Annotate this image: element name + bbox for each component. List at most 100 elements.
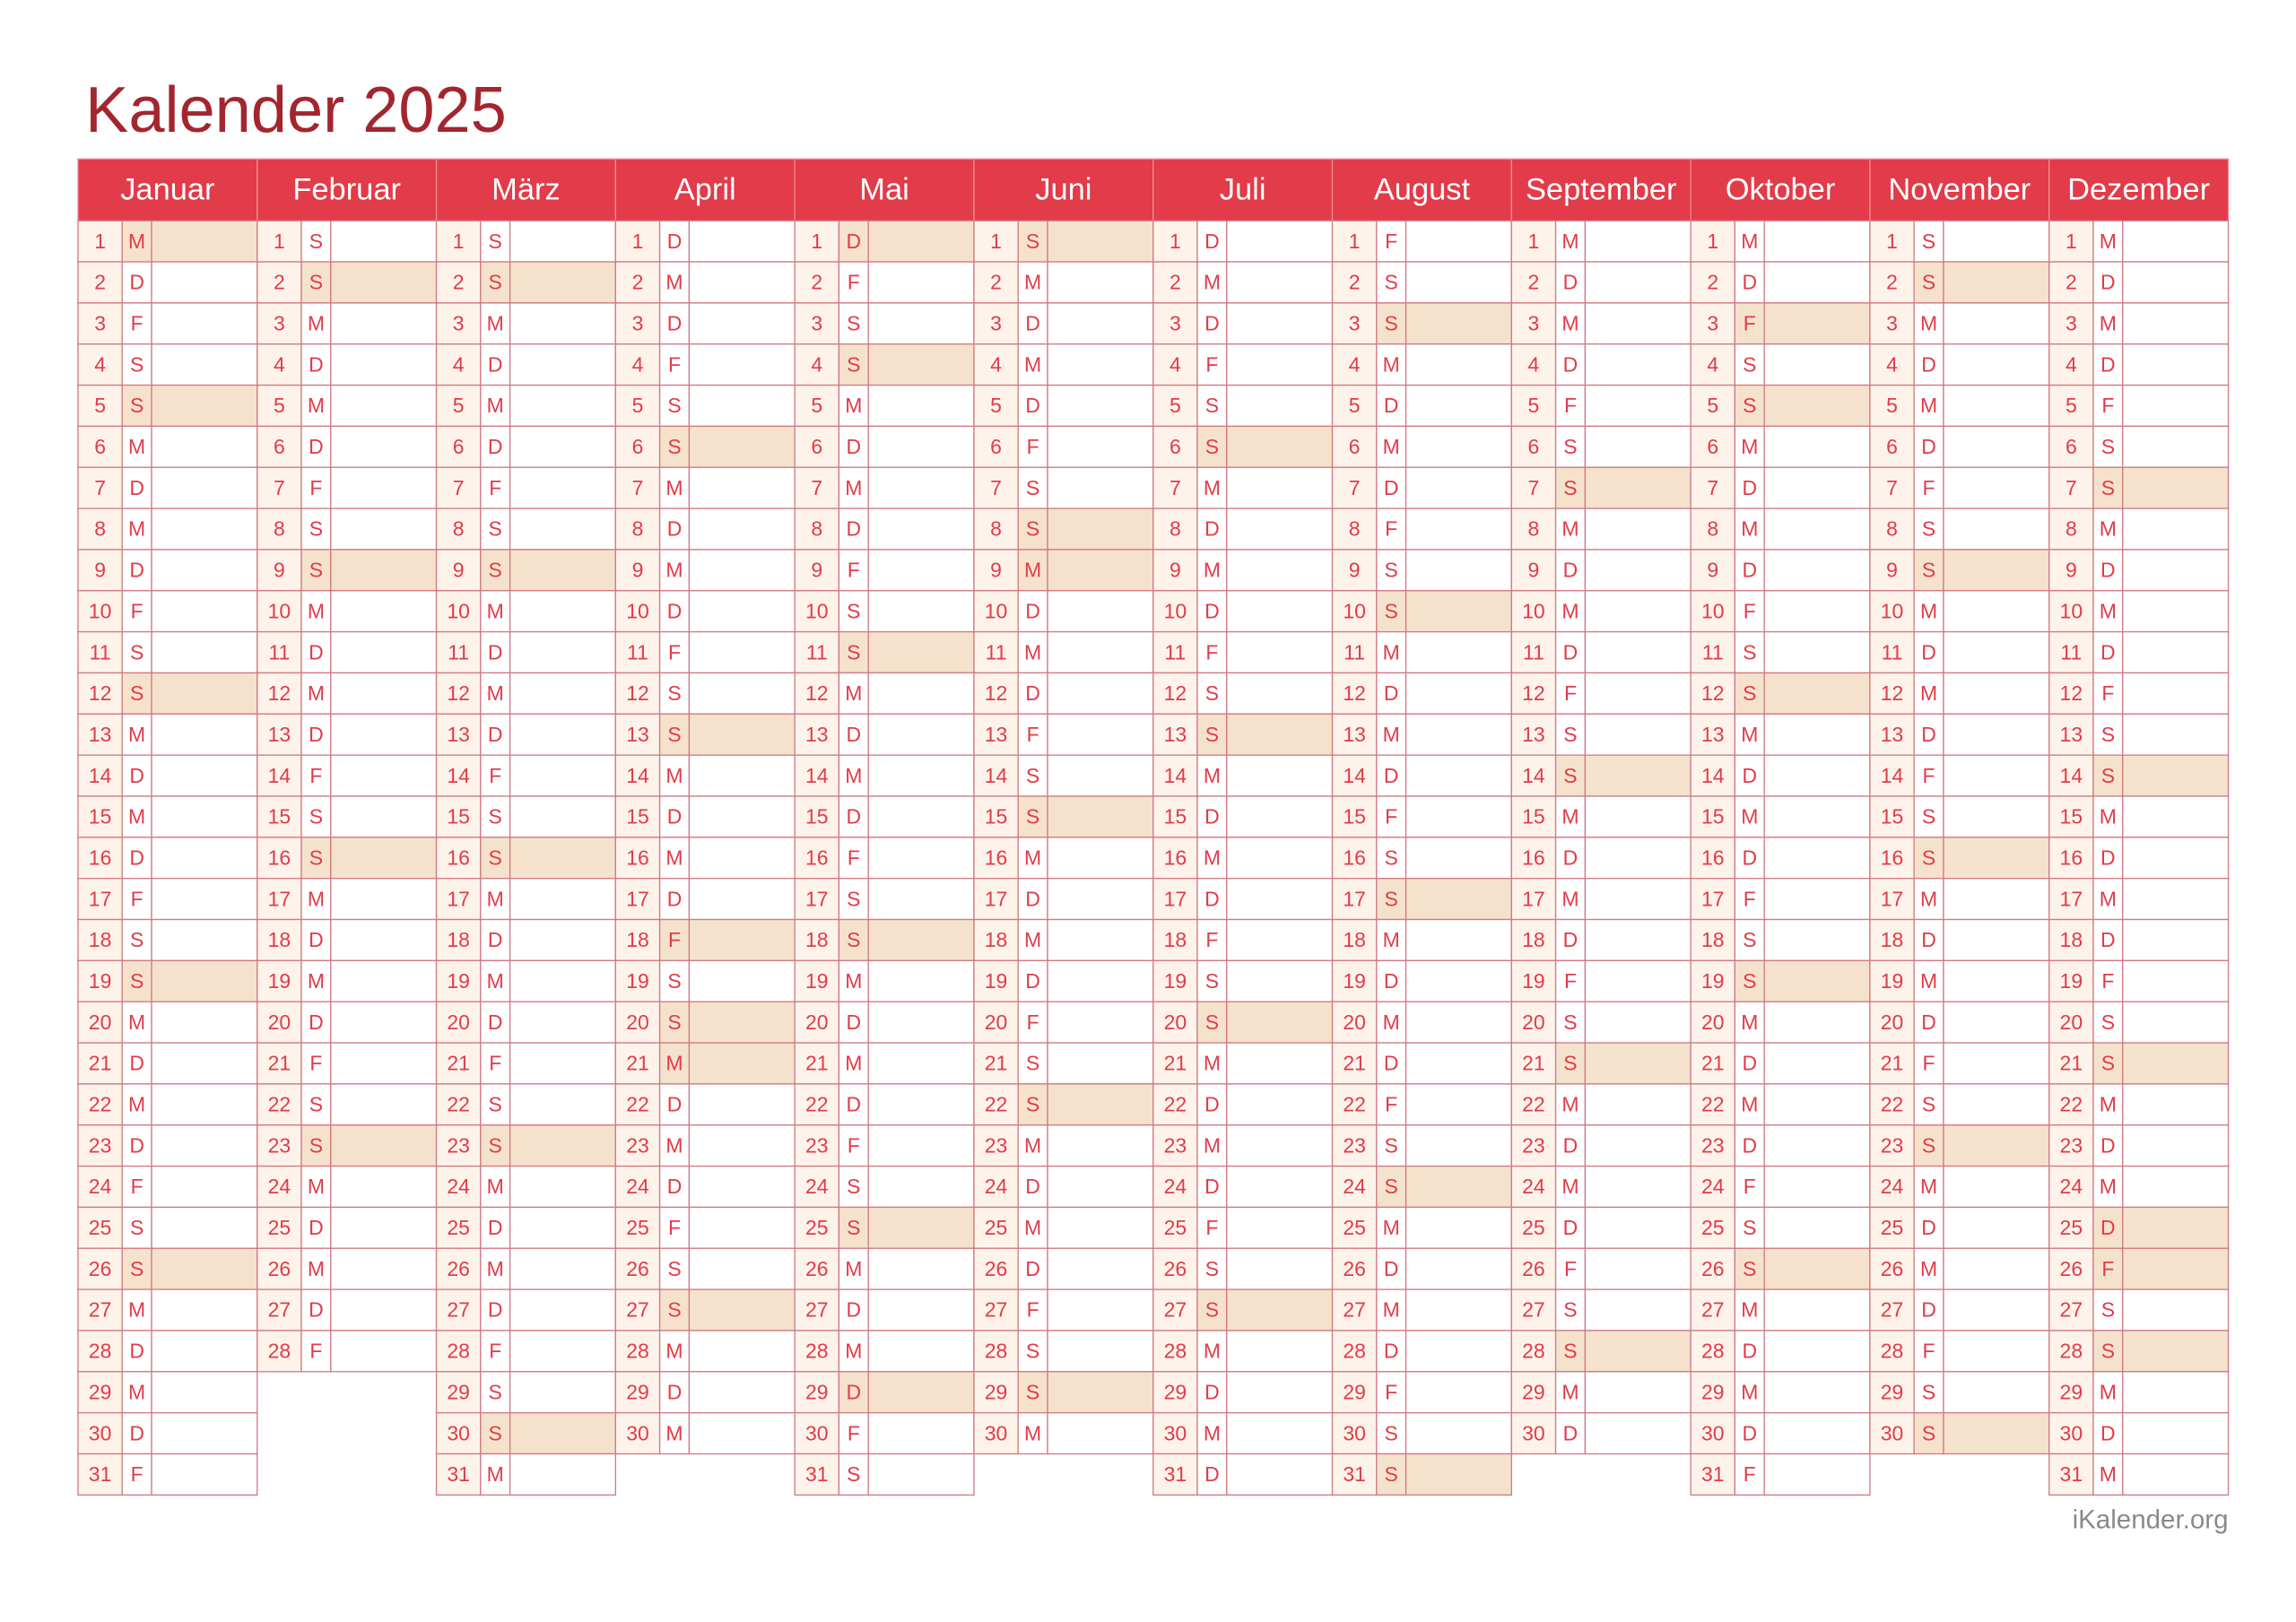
- note-cell: [509, 549, 617, 592]
- weekday-cell: [1196, 672, 1228, 715]
- day-number-cell: [77, 1124, 123, 1167]
- weekday-cell: [1734, 713, 1765, 756]
- note-cell: [330, 425, 438, 468]
- weekday: S: [309, 517, 323, 541]
- note-cell: [1763, 795, 1871, 838]
- note-cell: [2122, 302, 2230, 345]
- day-number: 9: [1707, 559, 1718, 582]
- day-number: 1: [274, 230, 285, 253]
- weekday: D: [1742, 1421, 1757, 1444]
- note-cell: [1047, 1042, 1154, 1085]
- day-number-cell: [1152, 466, 1198, 509]
- day-number-cell: [77, 507, 123, 551]
- day-number: 12: [985, 681, 1008, 705]
- note-cell: [330, 918, 438, 962]
- note-cell: [509, 1453, 617, 1496]
- note-cell: [1763, 1042, 1871, 1085]
- weekday: M: [128, 1010, 145, 1034]
- weekday: D: [1025, 1175, 1040, 1198]
- note-cell: [688, 343, 796, 386]
- note-cell: [867, 1330, 975, 1373]
- day-number: 12: [268, 681, 291, 705]
- day-number-cell: [1510, 549, 1557, 592]
- day-number: 11: [1882, 640, 1903, 664]
- note-cell: [1047, 630, 1154, 674]
- weekday-cell: [300, 878, 332, 921]
- weekday: M: [1024, 271, 1041, 294]
- weekday: F: [1564, 681, 1577, 705]
- note-cell: [688, 1411, 796, 1455]
- day-number-cell: [973, 590, 1019, 633]
- month-header: [257, 158, 438, 221]
- weekday: M: [2100, 1093, 2117, 1116]
- weekday-cell: [658, 795, 691, 838]
- weekday: F: [1027, 1010, 1039, 1034]
- weekday-cell: [1554, 220, 1587, 263]
- weekday: M: [1741, 1380, 1758, 1403]
- day-number: 2: [990, 271, 1002, 294]
- weekday: S: [1205, 723, 1219, 746]
- note-cell: [867, 1001, 975, 1044]
- weekday-cell: [1017, 343, 1048, 386]
- day-number: 19: [1164, 969, 1187, 993]
- note-cell: [1405, 1288, 1512, 1331]
- note-cell: [1226, 1001, 1334, 1044]
- weekday: S: [1743, 1216, 1756, 1239]
- weekday: M: [308, 1175, 325, 1198]
- day-number-cell: [973, 754, 1019, 797]
- weekday-cell: [1734, 1453, 1765, 1496]
- note-cell: [1226, 672, 1334, 715]
- note-cell: [1763, 1206, 1871, 1249]
- weekday-cell: [1376, 837, 1407, 880]
- note-cell: [1943, 1165, 2050, 1209]
- weekday: S: [847, 352, 860, 376]
- day-number-cell: [973, 1288, 1019, 1331]
- day-number: 18: [1701, 928, 1725, 951]
- weekday: F: [1205, 640, 1218, 664]
- day-number-cell: [614, 261, 661, 304]
- weekday-cell: [1913, 754, 1944, 797]
- month-name: März: [491, 172, 561, 206]
- day-number: 6: [811, 435, 822, 458]
- note-cell: [1943, 1206, 2050, 1249]
- note-cell: [1405, 384, 1512, 428]
- day-number-cell: [1690, 795, 1736, 838]
- note-cell: [1763, 1288, 1871, 1331]
- day-number: 22: [1343, 1093, 1366, 1116]
- note-cell: [1047, 1124, 1154, 1167]
- day-number: 22: [1522, 1093, 1545, 1116]
- day-number-cell: [1690, 837, 1736, 880]
- day-number-cell: [614, 343, 661, 386]
- weekday: D: [1025, 394, 1040, 417]
- note-cell: [1763, 878, 1871, 921]
- day-number: 19: [268, 969, 291, 993]
- note-cell: [688, 630, 796, 674]
- note-cell: [330, 1330, 438, 1373]
- weekday: D: [667, 599, 683, 622]
- day-number: 30: [805, 1421, 829, 1444]
- day-number: 8: [453, 517, 465, 541]
- weekday: M: [1204, 1421, 1221, 1444]
- weekday: S: [1922, 805, 1935, 828]
- note-cell: [1226, 220, 1334, 263]
- note-cell: [509, 302, 617, 345]
- weekday: D: [1742, 1133, 1757, 1157]
- weekday: F: [1564, 1257, 1577, 1280]
- weekday-cell: [1376, 302, 1407, 345]
- day-number: 7: [990, 476, 1002, 499]
- day-number-cell: [257, 302, 302, 345]
- note-cell: [1584, 507, 1692, 551]
- weekday-cell: [1376, 630, 1407, 674]
- weekday: D: [1025, 969, 1040, 993]
- day-number: 4: [2066, 352, 2077, 376]
- day-number: 30: [985, 1421, 1008, 1444]
- day-number: 31: [89, 1462, 112, 1486]
- day-number: 16: [1522, 846, 1545, 869]
- day-number: 1: [1707, 230, 1718, 253]
- day-number: 13: [1881, 723, 1904, 746]
- month-header: [2048, 158, 2230, 221]
- note-cell: [1047, 1206, 1154, 1249]
- note-cell: [1763, 1124, 1871, 1167]
- day-number: 24: [268, 1175, 291, 1198]
- day-number: 9: [1528, 559, 1540, 582]
